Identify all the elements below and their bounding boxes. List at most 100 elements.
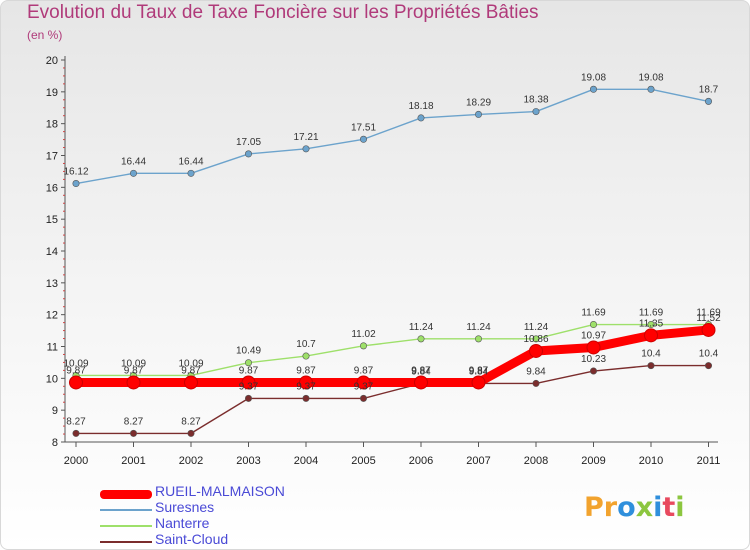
data-point-rueil-malmaison xyxy=(471,375,486,390)
y-tick-label: 19 xyxy=(46,87,58,99)
x-tick-label: 2010 xyxy=(639,455,663,467)
data-point-nanterre xyxy=(302,352,310,360)
data-point-suresnes xyxy=(704,97,712,105)
data-label-nanterre: 10.09 xyxy=(178,358,203,369)
series-line-nanterre xyxy=(75,323,710,377)
legend-swatch xyxy=(100,541,152,543)
data-point-suresnes xyxy=(302,145,310,153)
legend-swatch xyxy=(100,489,152,499)
data-point-rueil-malmaison xyxy=(356,375,371,390)
data-label-suresnes: 18.7 xyxy=(699,84,719,95)
data-label-rueil-malmaison: 11.52 xyxy=(696,313,721,324)
x-tick-label: 2008 xyxy=(524,455,548,467)
logo-letter: x xyxy=(635,492,654,523)
x-tick-label: 2001 xyxy=(121,455,145,467)
x-tick-label: 2004 xyxy=(294,455,318,467)
y-tick-label: 14 xyxy=(46,246,58,258)
data-point-nanterre xyxy=(474,335,482,343)
data-label-suresnes: 18.38 xyxy=(523,95,548,106)
legend-label: Nanterre xyxy=(155,515,210,531)
data-label-rueil-malmaison: 10.97 xyxy=(581,330,606,341)
data-label-saint-cloud: 10.4 xyxy=(641,349,661,360)
data-label-nanterre: 11.69 xyxy=(639,308,664,319)
y-tick-label: 17 xyxy=(46,151,58,163)
data-label-nanterre: 11.24 xyxy=(466,322,491,333)
data-point-suresnes xyxy=(647,85,655,93)
data-point-nanterre xyxy=(417,335,425,343)
data-label-saint-cloud: 8.27 xyxy=(66,416,86,427)
data-point-saint-cloud xyxy=(245,394,253,402)
logo-letter: i xyxy=(675,492,685,523)
data-label-nanterre: 10.49 xyxy=(236,346,261,357)
y-tick-label: 16 xyxy=(46,182,58,194)
data-label-saint-cloud: 9.84 xyxy=(411,366,431,377)
y-tick-label: 13 xyxy=(46,278,58,290)
x-tick-label: 2007 xyxy=(466,455,490,467)
data-point-suresnes xyxy=(532,108,540,116)
data-point-saint-cloud xyxy=(130,429,138,437)
y-tick-label: 11 xyxy=(47,342,58,354)
y-tick-label: 12 xyxy=(46,310,58,322)
logo-letter: o xyxy=(617,492,636,523)
data-point-saint-cloud xyxy=(532,379,540,387)
data-label-rueil-malmaison: 9.87 xyxy=(239,365,259,376)
data-label-saint-cloud: 9.37 xyxy=(354,381,374,392)
data-label-saint-cloud: 8.27 xyxy=(124,416,144,427)
chart-unit-label: (en %) xyxy=(27,28,63,42)
series-line-suresnes xyxy=(75,88,710,185)
data-label-rueil-malmaison: 9.87 xyxy=(124,365,144,376)
data-point-rueil-malmaison xyxy=(69,375,83,390)
data-point-saint-cloud xyxy=(589,367,597,375)
data-point-nanterre xyxy=(245,359,253,367)
y-tick-label: 9 xyxy=(52,405,58,417)
data-point-rueil-malmaison xyxy=(299,375,313,390)
data-point-saint-cloud xyxy=(359,394,367,402)
data-point-suresnes xyxy=(245,150,253,158)
data-label-nanterre: 11.24 xyxy=(409,322,434,333)
legend-label: Suresnes xyxy=(155,499,215,515)
data-label-rueil-malmaison: 9.87 xyxy=(354,365,374,376)
x-tick-label: 2003 xyxy=(236,455,260,467)
data-label-rueil-malmaison: 9.87 xyxy=(411,365,431,376)
data-label-nanterre: 10.09 xyxy=(121,358,146,369)
data-label-rueil-malmaison: 9.87 xyxy=(181,365,201,376)
data-label-suresnes: 19.08 xyxy=(581,72,606,83)
data-label-suresnes: 16.12 xyxy=(63,167,88,178)
data-label-suresnes: 19.08 xyxy=(638,72,663,83)
data-point-saint-cloud xyxy=(647,362,655,370)
data-point-rueil-malmaison xyxy=(529,343,543,358)
series-line-rueil-malmaison xyxy=(71,325,713,387)
data-label-suresnes: 17.51 xyxy=(351,122,376,133)
data-point-suresnes xyxy=(359,135,367,143)
data-point-rueil-malmaison xyxy=(586,340,601,355)
data-label-saint-cloud: 9.37 xyxy=(296,381,316,392)
data-point-rueil-malmaison xyxy=(241,375,256,390)
data-label-suresnes: 17.21 xyxy=(293,132,318,143)
data-label-saint-cloud: 10.4 xyxy=(699,349,719,360)
data-label-nanterre: 10.09 xyxy=(63,358,88,369)
data-label-saint-cloud: 8.27 xyxy=(181,416,201,427)
data-point-saint-cloud xyxy=(704,362,712,370)
logo-letter: r xyxy=(603,492,618,523)
x-tick-label: 2006 xyxy=(409,455,433,467)
data-label-nanterre: 11.24 xyxy=(524,322,549,333)
y-tick-label: 10 xyxy=(46,373,58,385)
data-point-nanterre xyxy=(532,335,540,343)
proxiti-logo: Proxiti xyxy=(584,492,685,523)
data-label-saint-cloud: 10.23 xyxy=(581,354,606,365)
y-tick-label: 15 xyxy=(46,214,58,226)
data-point-rueil-malmaison xyxy=(126,375,141,390)
y-tick-label: 8 xyxy=(52,437,58,449)
y-tick-label: 20 xyxy=(46,55,58,67)
data-label-rueil-malmaison: 11.35 xyxy=(639,318,664,329)
series-line-saint-cloud xyxy=(75,364,710,435)
x-tick-label: 2002 xyxy=(179,455,203,467)
data-point-rueil-malmaison xyxy=(414,375,428,390)
data-label-nanterre: 11.69 xyxy=(581,308,606,319)
data-label-saint-cloud: 9.84 xyxy=(469,366,489,377)
data-label-rueil-malmaison: 9.87 xyxy=(469,365,489,376)
data-point-nanterre xyxy=(589,321,597,329)
data-point-suresnes xyxy=(474,110,482,118)
